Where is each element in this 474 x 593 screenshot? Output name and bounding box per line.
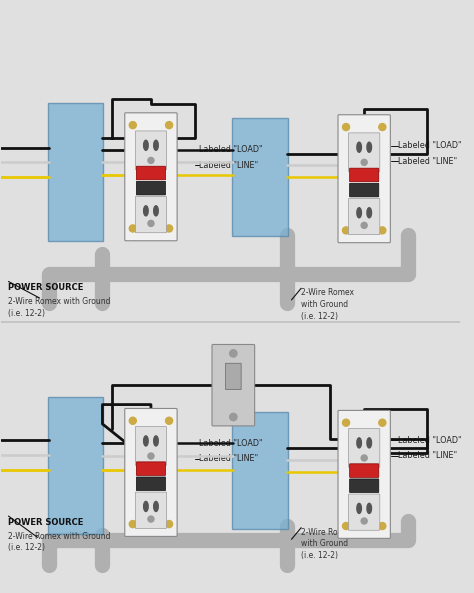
Text: with Ground: with Ground (301, 539, 348, 549)
FancyBboxPatch shape (136, 426, 166, 466)
Ellipse shape (144, 206, 148, 216)
FancyBboxPatch shape (338, 410, 391, 538)
FancyBboxPatch shape (226, 364, 241, 390)
Circle shape (230, 350, 237, 357)
FancyBboxPatch shape (348, 429, 380, 467)
Circle shape (165, 225, 173, 232)
FancyBboxPatch shape (350, 464, 379, 477)
FancyBboxPatch shape (136, 492, 166, 528)
FancyBboxPatch shape (348, 494, 380, 530)
Ellipse shape (367, 208, 372, 218)
Ellipse shape (144, 502, 148, 512)
FancyBboxPatch shape (212, 345, 255, 426)
Text: (i.e. 12-2): (i.e. 12-2) (301, 551, 338, 560)
Circle shape (165, 417, 173, 425)
Text: Labeled "LOAD": Labeled "LOAD" (398, 141, 462, 150)
Text: POWER SOURCE: POWER SOURCE (9, 518, 84, 527)
FancyBboxPatch shape (232, 117, 288, 236)
FancyBboxPatch shape (48, 103, 103, 241)
Text: (i.e. 12-2): (i.e. 12-2) (301, 311, 338, 321)
Text: (i.e. 12-2): (i.e. 12-2) (9, 308, 46, 318)
Ellipse shape (154, 436, 158, 446)
FancyBboxPatch shape (48, 397, 103, 534)
Circle shape (129, 417, 137, 425)
Circle shape (165, 122, 173, 129)
Circle shape (343, 123, 349, 130)
FancyBboxPatch shape (350, 479, 379, 493)
Text: Labeled "LOAD": Labeled "LOAD" (398, 436, 462, 445)
Ellipse shape (357, 503, 361, 514)
Text: (i.e. 12-2): (i.e. 12-2) (9, 543, 46, 552)
FancyBboxPatch shape (137, 477, 165, 490)
Ellipse shape (154, 141, 158, 151)
FancyBboxPatch shape (137, 181, 165, 195)
Text: Labeled "LINE": Labeled "LINE" (200, 161, 258, 170)
Text: 2-Wire Romex: 2-Wire Romex (301, 528, 354, 537)
Circle shape (148, 516, 154, 522)
Circle shape (343, 419, 349, 426)
FancyBboxPatch shape (137, 166, 165, 180)
Text: Labeled "LOAD": Labeled "LOAD" (200, 145, 263, 154)
FancyBboxPatch shape (348, 133, 380, 171)
Circle shape (361, 455, 367, 461)
Circle shape (129, 225, 137, 232)
Text: POWER SOURCE: POWER SOURCE (9, 283, 84, 292)
Ellipse shape (154, 206, 158, 216)
Ellipse shape (357, 438, 361, 448)
FancyBboxPatch shape (137, 462, 165, 476)
Circle shape (230, 413, 237, 420)
FancyBboxPatch shape (125, 113, 177, 241)
Text: 2-Wire Romex with Ground: 2-Wire Romex with Ground (9, 297, 111, 306)
Circle shape (148, 221, 154, 227)
Circle shape (129, 521, 137, 528)
FancyBboxPatch shape (350, 168, 379, 181)
Circle shape (379, 227, 386, 234)
FancyBboxPatch shape (136, 131, 166, 170)
Ellipse shape (367, 438, 372, 448)
Ellipse shape (144, 436, 148, 446)
FancyBboxPatch shape (350, 183, 379, 197)
Circle shape (361, 160, 367, 165)
Circle shape (148, 157, 154, 164)
Text: Labeled "LINE": Labeled "LINE" (200, 454, 258, 463)
Ellipse shape (357, 208, 361, 218)
Circle shape (343, 522, 349, 530)
Text: 2-Wire Romex with Ground: 2-Wire Romex with Ground (9, 531, 111, 541)
FancyBboxPatch shape (338, 115, 391, 243)
Ellipse shape (154, 502, 158, 512)
Ellipse shape (357, 142, 361, 152)
Text: 2-Wire Romex: 2-Wire Romex (301, 288, 354, 297)
Circle shape (379, 419, 386, 426)
Text: Labeled "LINE": Labeled "LINE" (398, 451, 457, 460)
FancyBboxPatch shape (348, 199, 380, 235)
FancyBboxPatch shape (232, 412, 288, 528)
Circle shape (379, 522, 386, 530)
Text: Labeled "LINE": Labeled "LINE" (398, 157, 457, 166)
Circle shape (148, 453, 154, 459)
Circle shape (379, 123, 386, 130)
FancyBboxPatch shape (125, 409, 177, 537)
Ellipse shape (144, 141, 148, 151)
Text: with Ground: with Ground (301, 300, 348, 309)
FancyBboxPatch shape (136, 196, 166, 232)
Text: Labeled "LOAD": Labeled "LOAD" (200, 439, 263, 448)
Circle shape (361, 222, 367, 228)
Ellipse shape (367, 503, 372, 514)
Circle shape (343, 227, 349, 234)
Ellipse shape (367, 142, 372, 152)
Circle shape (129, 122, 137, 129)
Circle shape (361, 518, 367, 524)
Circle shape (165, 521, 173, 528)
